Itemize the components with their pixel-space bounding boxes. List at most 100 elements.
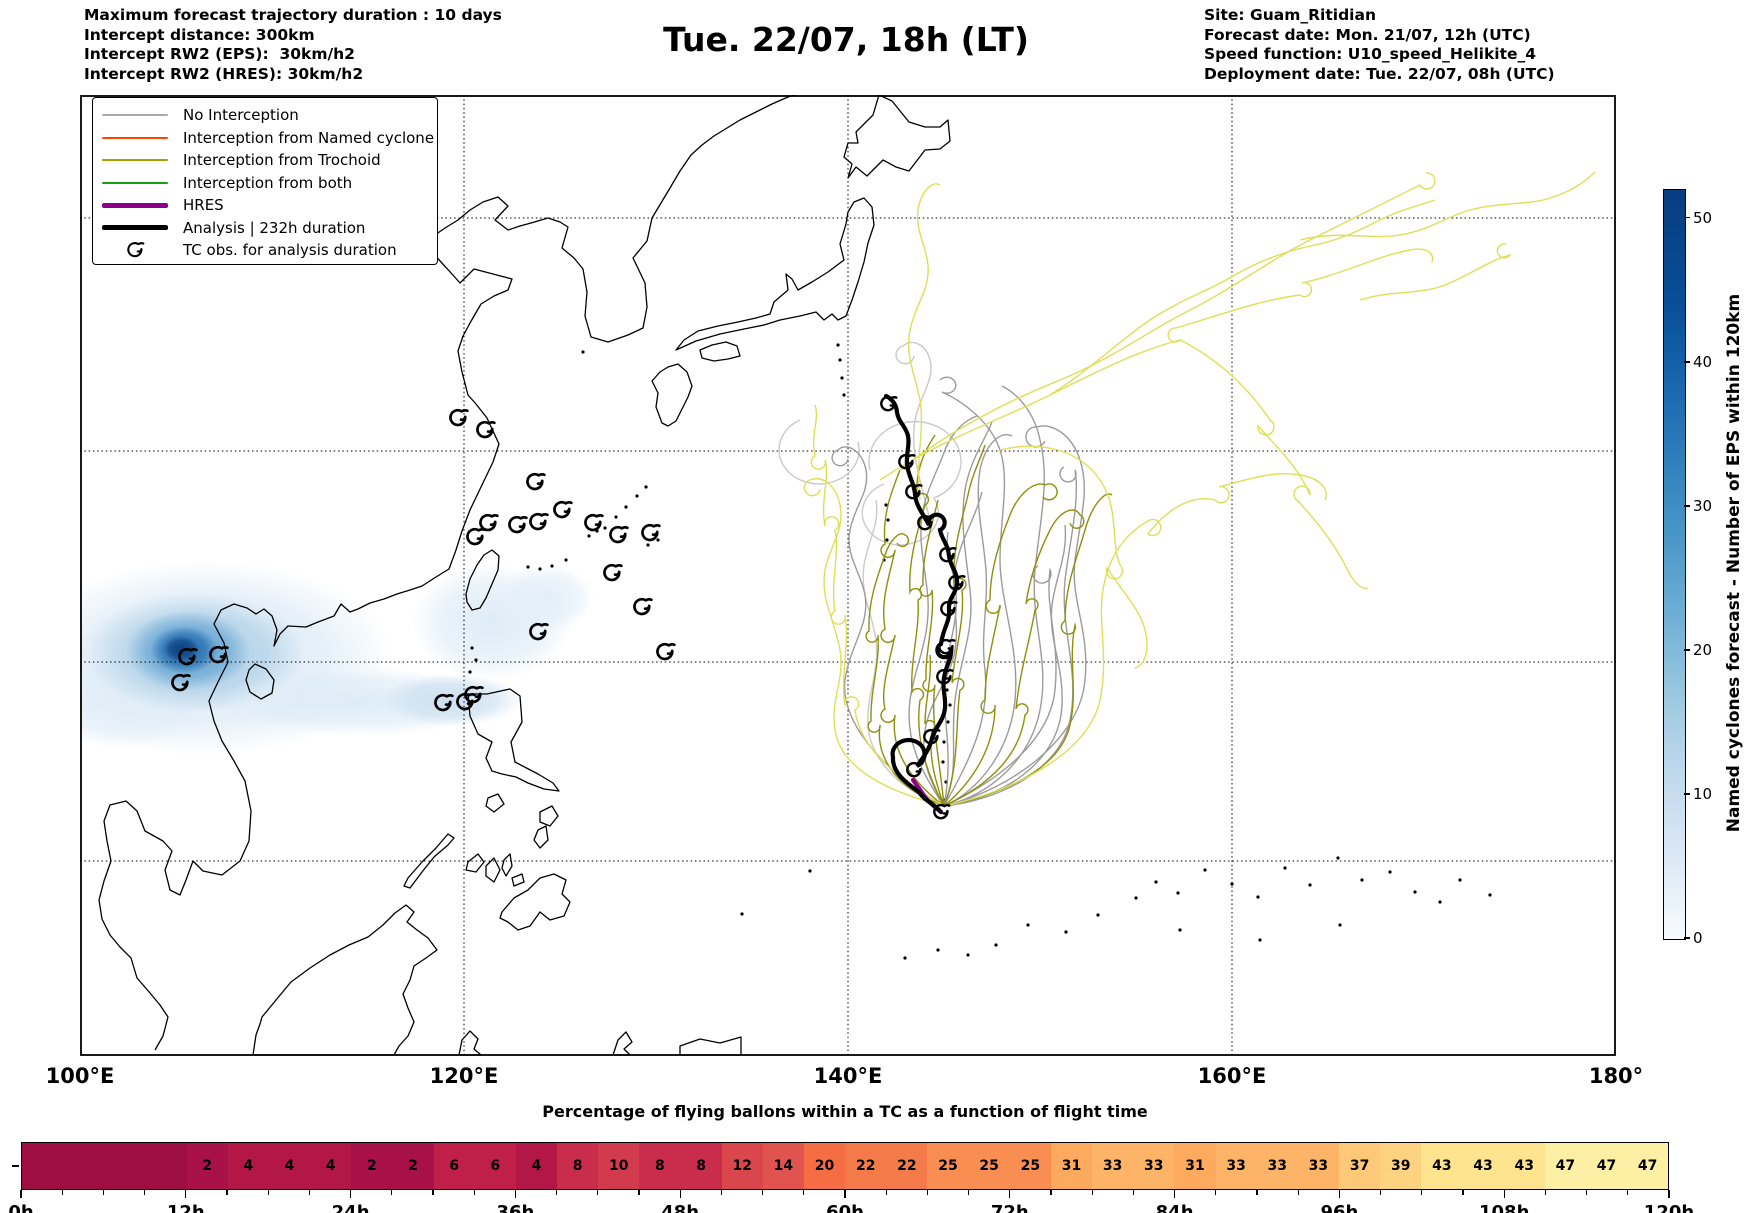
- trajectory-interception-trochoid-light: [1179, 339, 1369, 589]
- legend-line-sample: [102, 159, 168, 162]
- island-dot: [1176, 891, 1180, 895]
- trajectory-group-no-interception-light: [778, 341, 962, 807]
- tc-obs-marker: [641, 523, 661, 542]
- island-dot: [941, 760, 945, 764]
- heatmap-cell: 4: [227, 1143, 269, 1189]
- legend-swatch: [101, 239, 169, 261]
- analysis-tc-marker: [939, 546, 957, 563]
- trajectory-no-interception-light: [778, 419, 860, 485]
- legend-item-label: TC obs. for analysis duration: [183, 241, 397, 260]
- trajectory-interception-trochoid: [924, 654, 945, 807]
- trajectory-interception-trochoid-light: [907, 183, 941, 501]
- tc-obs-marker: [434, 693, 454, 712]
- trajectory-group-interception-trochoid: [865, 434, 1113, 807]
- coastline: [539, 805, 559, 827]
- island-dot: [1458, 878, 1462, 882]
- legend-item: Interception from both: [101, 172, 437, 195]
- trajectory-interception-trochoid-light: [1299, 171, 1596, 241]
- island-dot: [644, 485, 648, 489]
- heatmap-x-tick-label: 24h: [331, 1202, 370, 1213]
- tc-obs-marker: [476, 420, 496, 439]
- heatmap-x-tick: [1256, 1190, 1258, 1195]
- heatmap-cell: 25: [968, 1143, 1010, 1189]
- forecast-parameter-line: Intercept RW2 (HRES): 30km/h2: [84, 64, 364, 83]
- island-dot: [1026, 923, 1030, 927]
- analysis-tc-marker: [933, 803, 951, 820]
- tc-obs-marker: [526, 472, 546, 491]
- analysis-tc-marker: [880, 395, 898, 412]
- heatmap-cell: 39: [1380, 1143, 1422, 1189]
- analysis-tc-marker: [906, 761, 924, 778]
- island-dot: [614, 515, 618, 519]
- analysis-tc-marker: [938, 638, 956, 655]
- heatmap-cell: 8: [680, 1143, 722, 1189]
- island-dot: [603, 526, 607, 530]
- heatmap-x-tick: [967, 1190, 970, 1195]
- coastline: [252, 904, 438, 1056]
- tc-obs-marker: [633, 597, 653, 616]
- island-dot: [1178, 928, 1182, 932]
- trajectory-interception-trochoid: [943, 483, 1058, 807]
- island-dot: [740, 912, 744, 916]
- trajectory-interception-trochoid-light: [1359, 243, 1512, 301]
- island-dot: [966, 953, 970, 957]
- legend-line-sample: [102, 114, 168, 117]
- coastline: [465, 853, 485, 873]
- island-dot: [1336, 856, 1340, 860]
- legend-item: TC obs. for analysis duration: [101, 239, 437, 262]
- legend-swatch: [101, 202, 169, 208]
- heatmap-x-tick: [102, 1190, 105, 1195]
- island-dot: [884, 503, 888, 507]
- heatmap-x-tick: [1173, 1190, 1176, 1198]
- heatmap-cell: [145, 1143, 187, 1189]
- heatmap-cell: 33: [1256, 1143, 1298, 1189]
- coastline: [499, 873, 571, 931]
- coastline: [651, 363, 693, 427]
- island-dot: [564, 558, 568, 562]
- tc-obs-marker: [584, 513, 604, 532]
- forecast-parameter-line: Maximum forecast trajectory duration : 1…: [84, 6, 502, 24]
- heatmap-x-tick: [679, 1190, 681, 1198]
- island-dot: [840, 376, 844, 380]
- analysis-tc-marker: [898, 453, 916, 470]
- coastline: [245, 663, 275, 700]
- island-dot: [946, 720, 950, 724]
- legend-item-label: No Interception: [183, 106, 299, 125]
- island-dot: [885, 538, 889, 542]
- island-dot: [1283, 866, 1287, 870]
- heatmap-x-tick: [308, 1190, 311, 1195]
- island-dot: [526, 565, 530, 569]
- heatmap-cell: 31: [1174, 1143, 1216, 1189]
- trajectory-no-interception: [943, 565, 1057, 807]
- colorbar-tick-label: 20: [1693, 640, 1713, 659]
- map-x-tick-label: 120°E: [429, 1064, 499, 1088]
- tc-obs-marker: [464, 685, 484, 704]
- trajectory-no-interception: [908, 415, 978, 807]
- trajectory-no-interception: [939, 376, 1017, 807]
- trajectory-group-interception-trochoid-light: [803, 171, 1596, 807]
- map-x-tick-label: 160°E: [1197, 1064, 1267, 1088]
- analysis-tc-marker: [940, 600, 958, 617]
- heatmap-x-tick-label: 72h: [990, 1202, 1029, 1213]
- legend-item: Analysis | 232h duration: [101, 217, 437, 240]
- map-frame: [80, 95, 1616, 1056]
- heatmap-cell: 33: [1092, 1143, 1134, 1189]
- trajectory-interception-trochoid-light: [803, 478, 945, 807]
- heatmap-x-tick: [391, 1190, 393, 1195]
- forecast-parameters-block: Maximum forecast trajectory duration : 1…: [84, 6, 502, 84]
- heatmap-x-tick: [1585, 1190, 1588, 1195]
- heatmap-x-tick: [1009, 1190, 1011, 1198]
- analysis-tc-marker: [905, 483, 923, 500]
- heatmap-cell: 6: [474, 1143, 516, 1189]
- heatmap-x-tick-label: 36h: [496, 1202, 535, 1213]
- tc-obs-marker: [209, 645, 229, 664]
- analysis-tc-marker: [923, 728, 941, 745]
- map-x-tick-label: 100°E: [45, 1064, 115, 1088]
- trajectory-no-interception-light: [895, 341, 932, 521]
- island-dot: [1338, 923, 1342, 927]
- coastline: [403, 833, 455, 889]
- tc-obs-marker: [508, 515, 528, 534]
- trajectory-interception-trochoid-light: [943, 472, 1327, 807]
- legend-item-label: Interception from Named cyclone: [183, 128, 435, 147]
- heatmap-cell: 47: [1544, 1143, 1586, 1189]
